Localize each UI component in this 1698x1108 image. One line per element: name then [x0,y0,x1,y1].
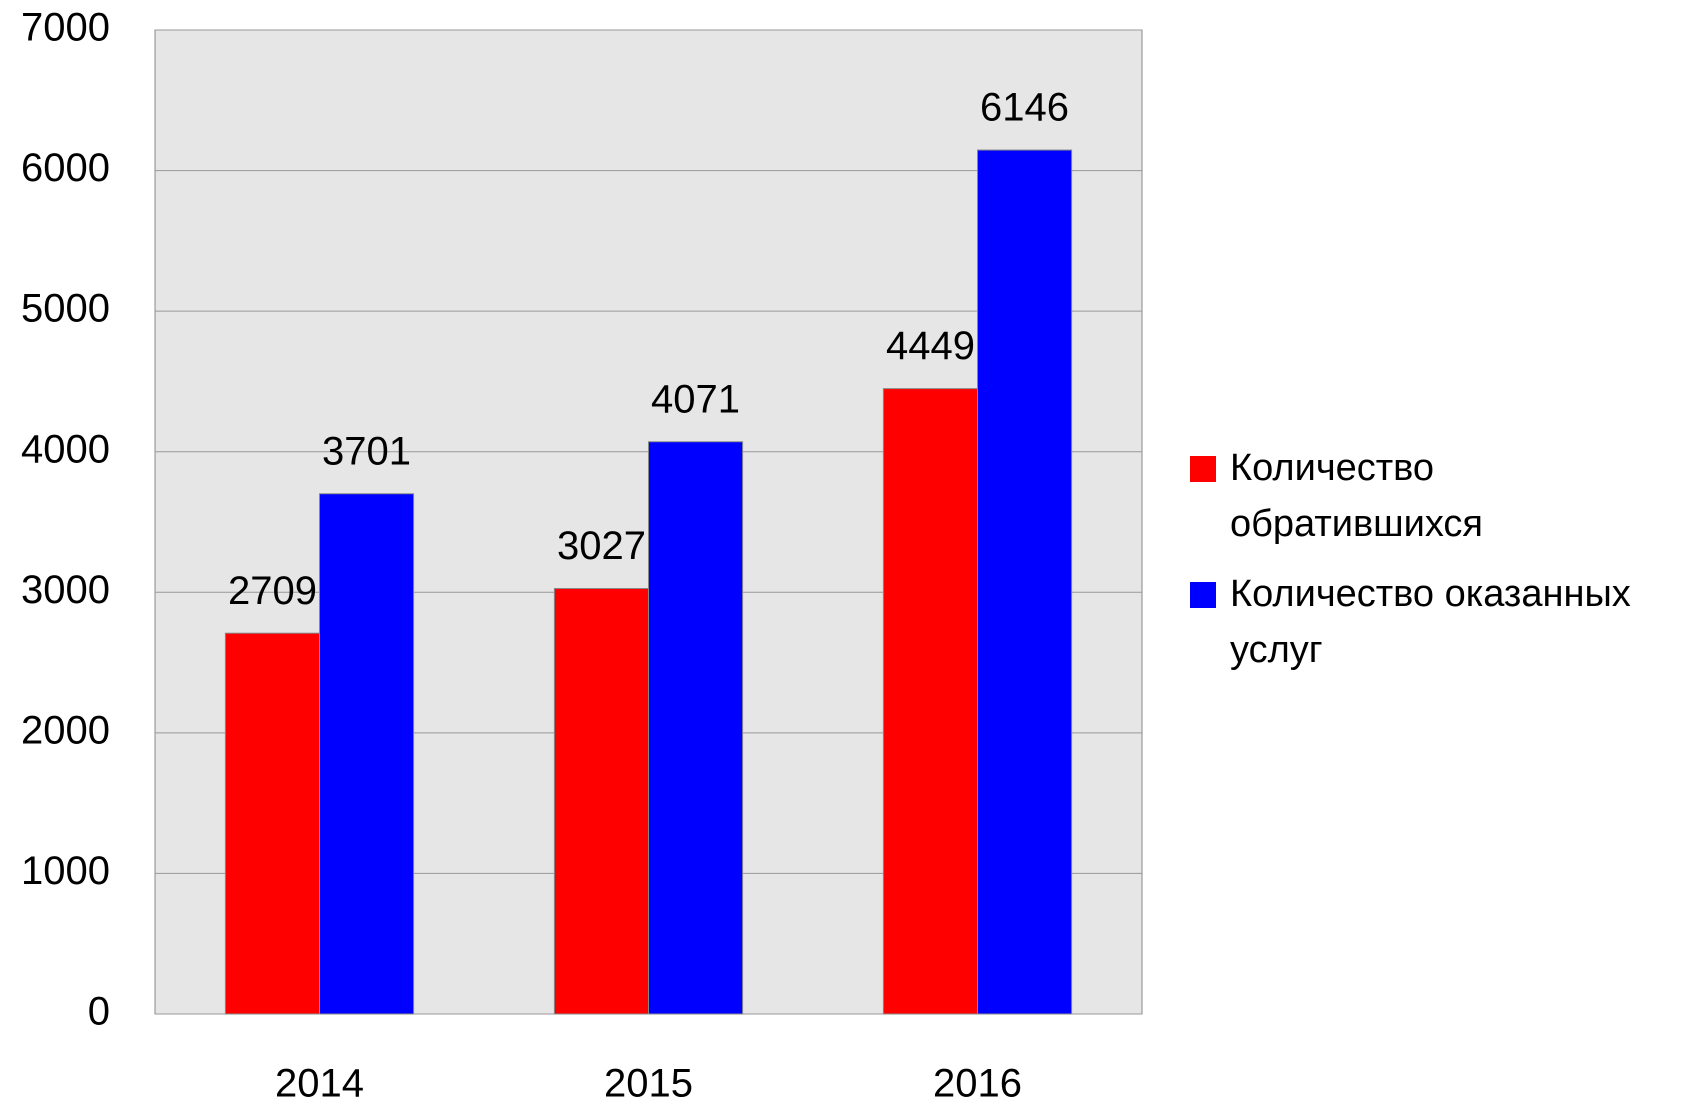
bar [648,441,744,1015]
legend-swatch [1190,582,1216,608]
data-label: 2709 [228,569,317,613]
y-tick-label: 3000 [21,568,110,612]
legend-label: Количество обратившихся [1230,447,1484,545]
x-tick-label: 2014 [275,1062,364,1106]
data-label: 3027 [557,524,646,568]
legend-swatch [1190,456,1216,482]
data-label: 3701 [322,429,411,473]
bar [224,632,321,1015]
bar [977,149,1073,1015]
legend-label: Количество оказанных услуг [1230,573,1631,671]
x-tick-label: 2016 [933,1062,1022,1106]
legend-item: Количество обратившихся [1190,440,1690,552]
legend-item: Количество оказанных услуг [1190,566,1690,678]
y-tick-label: 5000 [21,287,110,331]
data-label: 4449 [886,324,975,368]
y-tick-label: 0 [88,990,110,1034]
y-tick-label: 6000 [21,146,110,190]
y-tick-label: 2000 [21,708,110,752]
y-tick-label: 4000 [21,427,110,471]
legend: Количество обратившихся Количество оказан… [1190,440,1690,692]
bar [553,587,650,1015]
x-tick-label: 2015 [604,1062,693,1106]
y-tick-label: 7000 [21,6,110,50]
bar [882,388,979,1015]
data-label: 4071 [651,377,740,421]
y-tick-label: 1000 [21,849,110,893]
data-label: 6146 [980,86,1069,130]
bar [319,493,415,1015]
